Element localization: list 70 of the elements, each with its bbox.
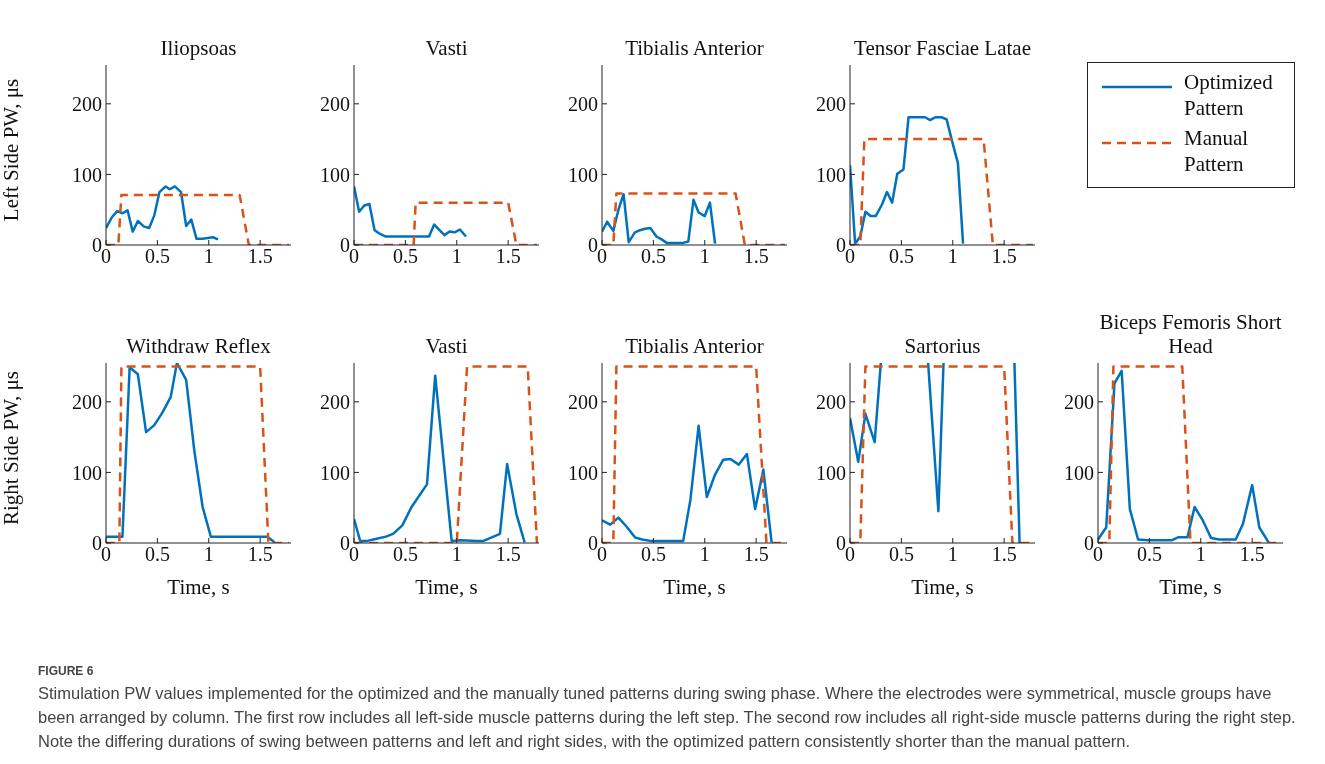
x-tick-label: 1 <box>699 543 710 566</box>
y-tick-label: 100 <box>568 461 598 484</box>
x-tick-label: 1 <box>451 543 462 566</box>
x-tick-label: 0.5 <box>640 543 666 566</box>
x-tick-label: 1.5 <box>247 543 273 566</box>
y-tick-label: 200 <box>568 390 598 413</box>
y-tick-label: 100 <box>568 163 598 186</box>
chart-title: Tibialis Anterior <box>625 334 764 358</box>
y-tick-label: 200 <box>72 390 102 413</box>
y-axis-title: Right Side PW, μs <box>0 370 24 526</box>
legend-label: Manual Pattern <box>1184 125 1250 177</box>
chart-title: Biceps Femoris Short Head <box>1098 310 1283 358</box>
y-tick-label: 100 <box>320 461 350 484</box>
y-tick-label: 200 <box>816 92 846 115</box>
x-tick-label: 1 <box>947 245 958 268</box>
chart-title: Vasti <box>425 334 468 358</box>
line-series <box>850 115 965 245</box>
chart-title: Sartorius <box>904 334 981 358</box>
x-tick-label: 1 <box>699 245 710 268</box>
y-tick-label: 200 <box>320 92 350 115</box>
x-tick-label: 1 <box>451 245 462 268</box>
x-axis-title: Time, s <box>166 575 231 600</box>
line-series <box>106 185 220 241</box>
x-axis-title: Time, s <box>414 575 479 600</box>
y-tick-label: 100 <box>72 461 102 484</box>
x-tick-label: 1 <box>947 543 958 566</box>
x-tick-label: 0.5 <box>1136 543 1162 566</box>
x-tick-label: 1 <box>1195 543 1206 566</box>
x-tick-label: 1.5 <box>991 543 1017 566</box>
chart-title: Withdraw Reflex <box>126 334 271 358</box>
x-tick-label: 1.5 <box>743 245 769 268</box>
x-tick-label: 0.5 <box>392 543 418 566</box>
y-tick-label: 100 <box>1064 461 1094 484</box>
y-tick-label: 200 <box>1064 390 1094 413</box>
x-tick-label: 0.5 <box>144 245 170 268</box>
chart-title: Tensor Fasciae Latae <box>854 36 1031 60</box>
y-tick-label: 200 <box>816 390 846 413</box>
x-tick-label: 1.5 <box>743 543 769 566</box>
x-tick-label: 0.5 <box>640 245 666 268</box>
y-axis-title: Left Side PW, μs <box>0 78 24 222</box>
y-tick-label: 200 <box>568 92 598 115</box>
x-tick-label: 1 <box>203 245 214 268</box>
chart-title: Iliopsoas <box>160 36 237 60</box>
text: Stimulation PW values implemented for the optimized and the manually tuned patterns during swing phase. Where the electrodes were symmetrical, muscle groups have been arranged by column. The first row includes all left-side muscle patterns during the left step. The second row includes all right-side muscle patterns during the right step. Note the differing durations of swing between patterns and left and right sides, with the optimized pattern consistently shorter than the manual pattern. <box>38 683 1297 752</box>
x-tick-label: 0.5 <box>888 245 914 268</box>
chart-title: Vasti <box>425 36 468 60</box>
x-tick-label: 1.5 <box>1239 543 1265 566</box>
x-tick-label: 0.5 <box>144 543 170 566</box>
line-series <box>354 185 468 238</box>
x-axis-title: Time, s <box>1158 575 1223 600</box>
x-tick-label: 0.5 <box>392 245 418 268</box>
x-tick-label: 1.5 <box>247 245 273 268</box>
line-series <box>602 424 773 543</box>
y-tick-label: 200 <box>72 92 102 115</box>
caption: FIGURE 6 <box>38 664 95 678</box>
x-tick-label: 1 <box>203 543 214 566</box>
x-tick-label: 1.5 <box>991 245 1017 268</box>
y-tick-label: 200 <box>320 390 350 413</box>
x-tick-label: 0.5 <box>888 543 914 566</box>
y-tick-label: 100 <box>816 163 846 186</box>
x-axis-title: Time, s <box>910 575 975 600</box>
x-axis-title: Time, s <box>662 575 727 600</box>
y-tick-label: 100 <box>816 461 846 484</box>
y-tick-label: 100 <box>72 163 102 186</box>
chart-title: Tibialis Anterior <box>625 36 764 60</box>
x-tick-label: 1.5 <box>495 543 521 566</box>
x-tick-label: 1.5 <box>495 245 521 268</box>
legend-label: Optimized Pattern <box>1184 69 1274 121</box>
line-series <box>602 192 717 245</box>
y-tick-label: 100 <box>320 163 350 186</box>
